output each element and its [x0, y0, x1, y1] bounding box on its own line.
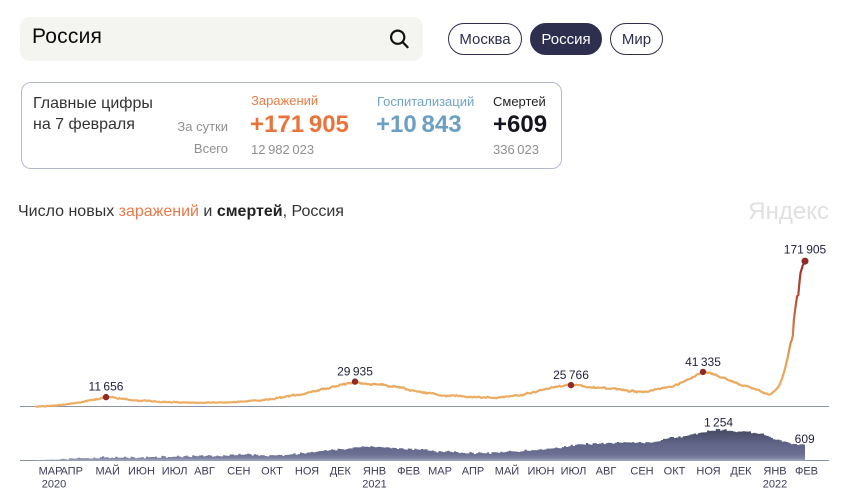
svg-text:СЕН: СЕН: [630, 466, 653, 478]
svg-text:2021: 2021: [362, 479, 386, 491]
svg-text:АВГ: АВГ: [194, 466, 215, 478]
svg-text:609: 609: [795, 432, 815, 446]
svg-text:171 905: 171 905: [784, 243, 827, 257]
svg-text:МАЙ: МАЙ: [495, 465, 519, 478]
svg-text:МАЙ: МАЙ: [95, 465, 119, 478]
svg-text:АПР: АПР: [60, 466, 82, 478]
svg-text:1 254: 1 254: [704, 416, 733, 430]
svg-text:ЯНВ: ЯНВ: [363, 466, 386, 478]
svg-text:ИЮЛ: ИЮЛ: [561, 466, 587, 478]
svg-text:ФЕВ: ФЕВ: [397, 466, 420, 478]
svg-text:АПР: АПР: [462, 466, 484, 478]
svg-text:29 935: 29 935: [337, 364, 373, 378]
svg-text:ИЮН: ИЮН: [128, 466, 155, 478]
svg-text:СЕН: СЕН: [227, 466, 250, 478]
svg-text:25 766: 25 766: [553, 368, 589, 382]
svg-text:41 335: 41 335: [685, 355, 721, 369]
svg-text:ФЕВ: ФЕВ: [795, 466, 818, 478]
svg-text:НОЯ: НОЯ: [295, 466, 319, 478]
svg-text:ЯНВ: ЯНВ: [763, 466, 786, 478]
svg-text:АВГ: АВГ: [596, 466, 617, 478]
svg-text:НОЯ: НОЯ: [696, 466, 720, 478]
svg-text:МАР: МАР: [39, 466, 63, 478]
svg-text:МАР: МАР: [428, 466, 452, 478]
svg-text:2020: 2020: [42, 479, 66, 491]
svg-text:ОКТ: ОКТ: [664, 466, 686, 478]
svg-text:ДЕК: ДЕК: [730, 466, 752, 478]
svg-text:2022: 2022: [763, 479, 787, 491]
svg-text:ИЮЛ: ИЮЛ: [162, 466, 188, 478]
svg-text:ОКТ: ОКТ: [261, 466, 283, 478]
svg-text:ИЮН: ИЮН: [528, 466, 555, 478]
svg-text:11 656: 11 656: [89, 379, 124, 393]
svg-text:ДЕК: ДЕК: [330, 466, 352, 478]
